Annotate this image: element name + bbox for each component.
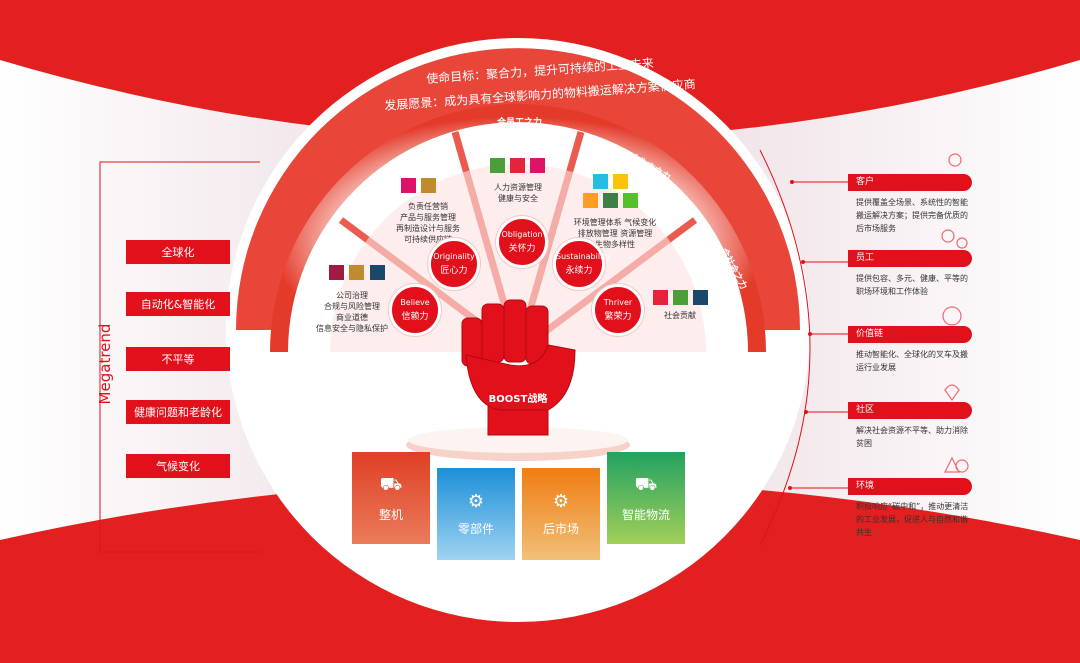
sector-text-obligation: 人力资源管理 健康与安全 bbox=[494, 183, 542, 203]
sdg-goal-icon bbox=[349, 265, 364, 280]
sdg-goal-icon bbox=[329, 265, 344, 280]
megatrend-title: Megatrend bbox=[96, 323, 114, 405]
sdg-goal-icon bbox=[673, 290, 688, 305]
circle-obligation: Obligation 关怀力 bbox=[496, 216, 548, 268]
stakeholder-label: 价值链 bbox=[848, 326, 972, 343]
sdg-goal-icon bbox=[603, 193, 618, 208]
sdg-goal-icon bbox=[510, 158, 525, 173]
circle-sustainability: Sustainability 永续力 bbox=[553, 238, 610, 290]
fist-icon bbox=[461, 299, 576, 436]
circle-believe: Believe 信赖力 bbox=[389, 284, 441, 336]
employee-icon bbox=[941, 229, 955, 243]
sector-text-believe: 公司治理 合规与风险管理 商业道德 信息安全与隐私保护 bbox=[316, 291, 388, 333]
tile-parts: ⚙ 零部件 bbox=[437, 468, 515, 560]
sdg-goal-icon bbox=[401, 178, 416, 193]
stakeholder-label: 客户 bbox=[848, 174, 972, 191]
stakeholder-arc bbox=[759, 149, 811, 546]
trend-item: 不平等 bbox=[126, 347, 230, 371]
stakeholder-desc: 解决社会资源不平等、助力消除贫困 bbox=[856, 426, 968, 448]
globe-gear-icon bbox=[942, 306, 962, 326]
sector-text-thriver: 社会贡献 bbox=[664, 311, 696, 320]
sector-text-sustainability: 环境管理体系 气候变化 排放物管理 资源管理 生物多样性 bbox=[573, 218, 657, 249]
gear-wrench-icon: ⚙ bbox=[467, 491, 485, 512]
car-gear-icon: ⚙ bbox=[552, 491, 570, 512]
sdg-goal-icon bbox=[693, 290, 708, 305]
sdg-goal-icon bbox=[421, 178, 436, 193]
sdg-goal-icon bbox=[623, 193, 638, 208]
circle-thriver: Thriver 繁荣力 bbox=[592, 284, 644, 336]
sdg-goal-icon bbox=[613, 174, 628, 189]
forklift-icon: ⛟ bbox=[379, 473, 403, 495]
megatrend-bracket bbox=[99, 161, 260, 553]
stakeholder-label: 社区 bbox=[848, 402, 972, 419]
logistics-truck-icon: ⛟ bbox=[634, 473, 658, 495]
heart-hands-icon bbox=[944, 384, 960, 402]
trend-item: 健康问题和老龄化 bbox=[126, 400, 230, 424]
tile-vehicle: ⛟ 整机 bbox=[352, 452, 430, 544]
stakeholder-label: 员工 bbox=[848, 250, 972, 267]
stakeholder-desc: 推动智能化、全球化的叉车及搬运行业发展 bbox=[856, 350, 968, 372]
circle-originality: Originality 匠心力 bbox=[428, 238, 480, 290]
stakeholder-label: 环境 bbox=[848, 478, 972, 495]
sdg-goal-icon bbox=[583, 193, 598, 208]
trend-item: 气候变化 bbox=[126, 454, 230, 478]
boost-label: BOOST战略 bbox=[488, 394, 548, 405]
sdg-goal-icon bbox=[593, 174, 608, 189]
band-label: 合员工之力 bbox=[497, 118, 543, 128]
trend-item: 全球化 bbox=[126, 240, 230, 264]
stakeholder-desc: 提供覆盖全场景、系统性的智能搬运解决方案；提供完备优质的后市场服务 bbox=[856, 198, 968, 233]
sector-text-originality: 负责任营销 产品与服务管理 再制造设计与服务 可持续供应链 bbox=[396, 202, 460, 244]
sdg-goal-icon bbox=[370, 265, 385, 280]
tile-aftermarket: ⚙ 后市场 bbox=[522, 468, 600, 560]
sdg-goal-icon bbox=[530, 158, 545, 173]
tile-logistics: ⛟ 智能物流 bbox=[607, 452, 685, 544]
stakeholder-desc: 提供包容、多元、健康、平等的职场环境和工作体验 bbox=[856, 274, 968, 296]
stakeholder-desc: 积极响应“碳中和”，推动更清洁的工业发展，促进人与自然和谐共生 bbox=[856, 502, 969, 537]
customer-icon bbox=[948, 153, 962, 167]
sdg-goal-icon bbox=[490, 158, 505, 173]
trend-item: 自动化&智能化 bbox=[126, 292, 230, 316]
sdg-goal-icon bbox=[653, 290, 668, 305]
